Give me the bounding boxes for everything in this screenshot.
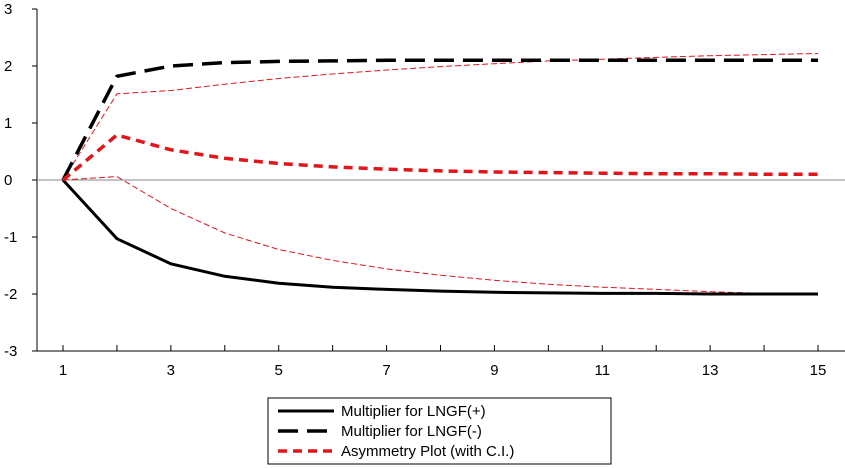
confidence-band-line <box>62 176 819 296</box>
x-tick-label: 5 <box>275 362 283 379</box>
x-tick-label: 15 <box>810 362 827 379</box>
legend: Multiplier for LNGF(+) Multiplier for LNG… <box>267 397 612 465</box>
confidence-band-line <box>62 53 819 181</box>
x-tick-label: 7 <box>382 362 390 379</box>
legend-label: Asymmetry Plot (with C.I.) <box>341 443 514 460</box>
x-tick-label: 11 <box>594 362 610 379</box>
y-tick-label: -1 <box>4 229 17 246</box>
y-tick-label: 2 <box>4 58 12 75</box>
series-lines <box>61 53 819 296</box>
series-line <box>61 178 818 296</box>
y-tick-label: -2 <box>4 286 17 303</box>
series-line <box>61 133 818 182</box>
x-tick-label: 1 <box>59 362 67 379</box>
legend-label: Multiplier for LNGF(-) <box>341 423 482 440</box>
y-tick-label: 1 <box>4 115 12 132</box>
y-tick-label: 0 <box>4 172 12 189</box>
x-tick-label: 3 <box>167 362 175 379</box>
x-tick-label: 9 <box>490 362 498 379</box>
x-tick-label: 13 <box>702 362 719 379</box>
y-tick-label: -3 <box>4 343 17 360</box>
series-line <box>61 58 818 181</box>
y-tick-label: 3 <box>4 1 12 18</box>
legend-label: Multiplier for LNGF(+) <box>341 403 486 420</box>
